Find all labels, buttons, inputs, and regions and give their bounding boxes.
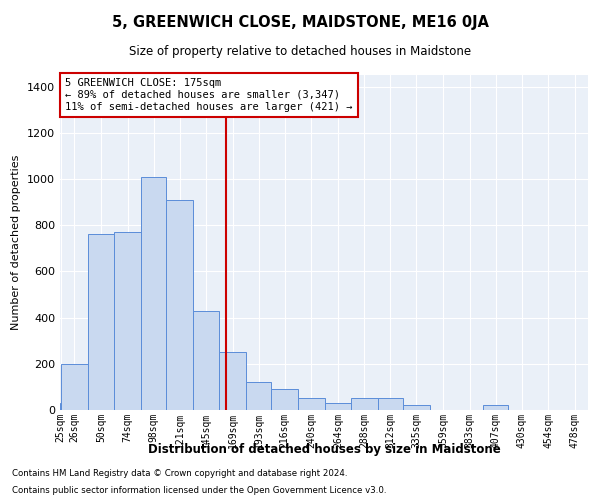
Bar xyxy=(220,352,246,410)
Bar xyxy=(377,398,403,410)
Bar xyxy=(166,200,193,410)
Bar xyxy=(271,389,298,410)
Text: 5, GREENWICH CLOSE, MAIDSTONE, ME16 0JA: 5, GREENWICH CLOSE, MAIDSTONE, ME16 0JA xyxy=(112,15,488,30)
Bar xyxy=(61,364,88,410)
Text: Contains public sector information licensed under the Open Government Licence v3: Contains public sector information licen… xyxy=(12,486,386,495)
Text: Size of property relative to detached houses in Maidstone: Size of property relative to detached ho… xyxy=(129,45,471,58)
Bar xyxy=(114,232,141,410)
Text: 5 GREENWICH CLOSE: 175sqm
← 89% of detached houses are smaller (3,347)
11% of se: 5 GREENWICH CLOSE: 175sqm ← 89% of detac… xyxy=(65,78,353,112)
Bar xyxy=(246,382,271,410)
Bar xyxy=(193,310,220,410)
Bar xyxy=(88,234,114,410)
Bar xyxy=(351,398,377,410)
Bar xyxy=(60,403,61,410)
Bar xyxy=(483,406,508,410)
Text: Distribution of detached houses by size in Maidstone: Distribution of detached houses by size … xyxy=(148,442,500,456)
Y-axis label: Number of detached properties: Number of detached properties xyxy=(11,155,22,330)
Bar xyxy=(298,398,325,410)
Bar xyxy=(325,403,351,410)
Bar xyxy=(141,176,166,410)
Text: Contains HM Land Registry data © Crown copyright and database right 2024.: Contains HM Land Registry data © Crown c… xyxy=(12,468,347,477)
Bar xyxy=(403,406,430,410)
